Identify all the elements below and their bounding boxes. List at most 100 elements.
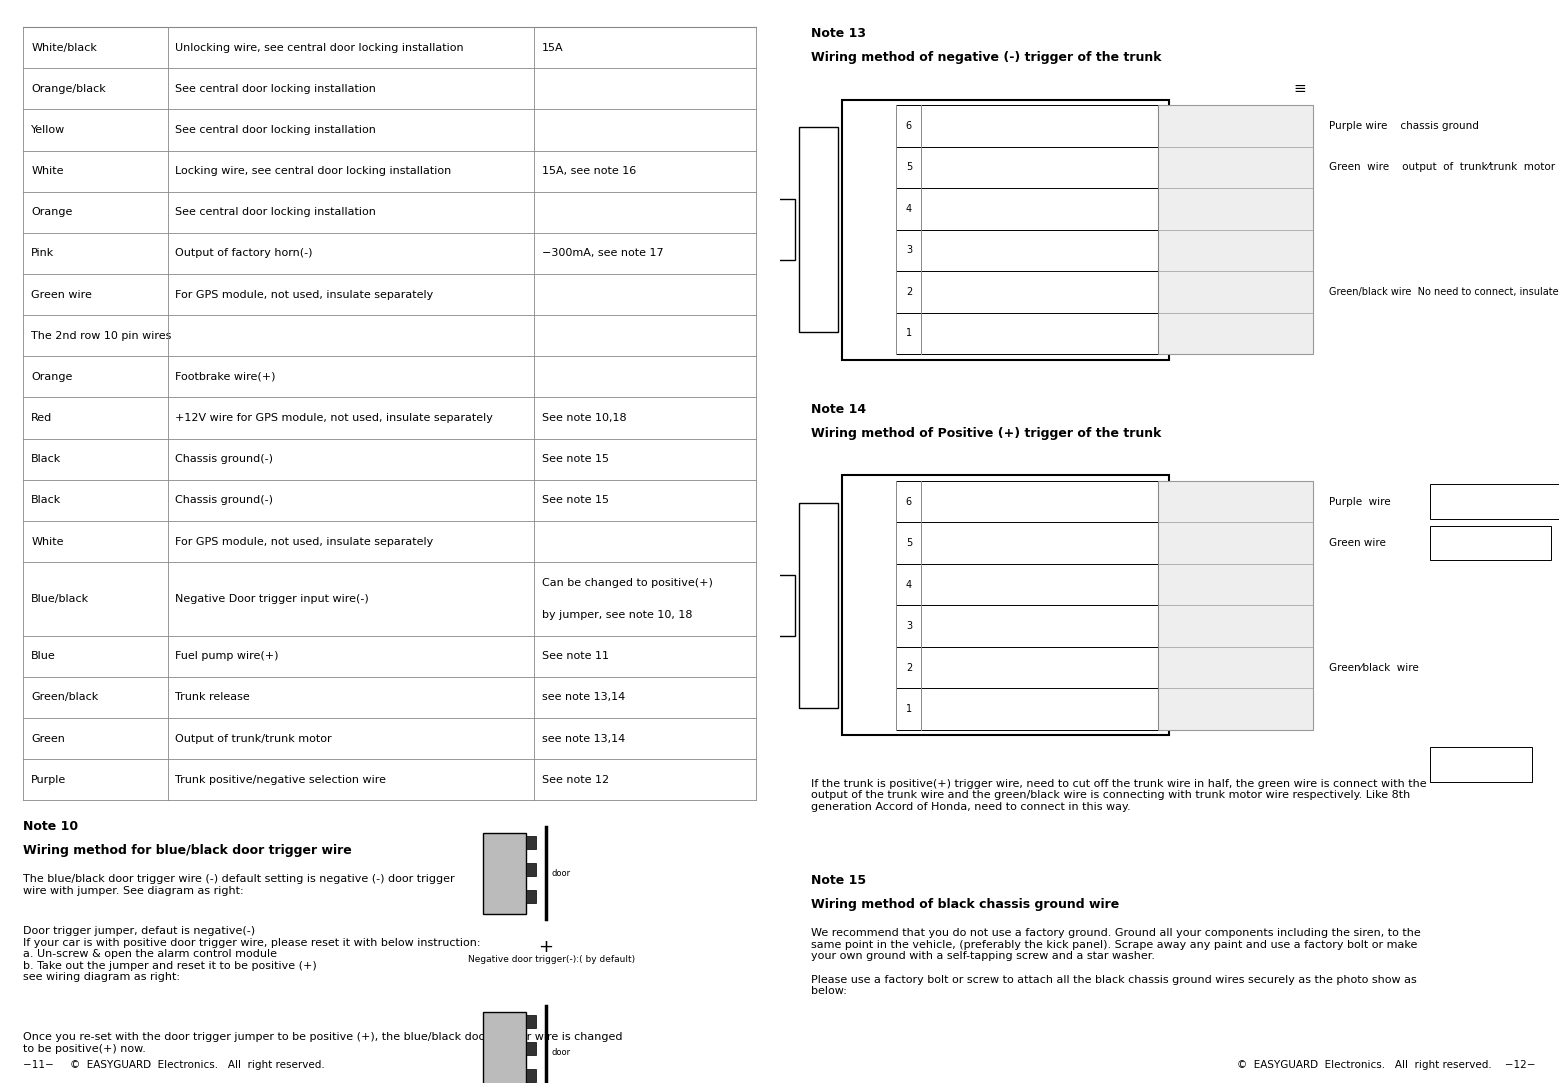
Text: ©  EASYGUARD  Electronics.   All  right reserved.    −12−: © EASYGUARD Electronics. All right reser… bbox=[1238, 1060, 1536, 1070]
Bar bbox=[525, 890, 536, 903]
Text: The blue/black door trigger wire (-) default setting is negative (-) door trigge: The blue/black door trigger wire (-) def… bbox=[23, 874, 455, 896]
Text: Green  wire    output  of  trunk⁄trunk  motor: Green wire output of trunk⁄trunk motor bbox=[1328, 162, 1556, 172]
Text: We recommend that you do not use a factory ground. Ground all your components in: We recommend that you do not use a facto… bbox=[811, 928, 1420, 996]
Bar bbox=[1431, 484, 1559, 519]
Bar bbox=[1157, 105, 1313, 354]
Text: 2: 2 bbox=[906, 287, 912, 297]
Text: Pink: Pink bbox=[31, 248, 55, 259]
Text: Note 10: Note 10 bbox=[23, 820, 78, 833]
Text: Green wire: Green wire bbox=[31, 289, 92, 300]
Text: 4: 4 bbox=[906, 204, 912, 213]
Text: White: White bbox=[31, 166, 64, 177]
Text: Green wire: Green wire bbox=[1328, 538, 1386, 548]
Text: Can be changed to positive(+): Can be changed to positive(+) bbox=[543, 577, 712, 588]
Text: 15A, see note 16: 15A, see note 16 bbox=[543, 166, 636, 177]
Text: Note 14: Note 14 bbox=[811, 403, 865, 416]
Text: See note 15: See note 15 bbox=[543, 495, 608, 506]
Text: see note 13,14: see note 13,14 bbox=[543, 692, 625, 703]
Text: −300mA, see note 17: −300mA, see note 17 bbox=[543, 248, 664, 259]
Text: 1: 1 bbox=[906, 704, 912, 714]
Bar bbox=[1431, 526, 1551, 561]
Bar bbox=[798, 127, 839, 332]
Text: +: + bbox=[538, 938, 553, 956]
Text: Wiring method for blue/black door trigger wire: Wiring method for blue/black door trigge… bbox=[23, 844, 352, 857]
Text: Output  of  the trunk: Output of the trunk bbox=[1444, 538, 1537, 548]
Text: Once you re-set with the door trigger jumper to be positive (+), the blue/black : Once you re-set with the door trigger ju… bbox=[23, 1032, 624, 1054]
Text: White: White bbox=[31, 536, 64, 547]
Text: Green: Green bbox=[31, 733, 65, 744]
Text: trunk motor: trunk motor bbox=[1455, 760, 1508, 769]
Text: Green/black: Green/black bbox=[31, 692, 98, 703]
Text: See note 10,18: See note 10,18 bbox=[543, 413, 627, 423]
Text: door: door bbox=[552, 869, 571, 878]
Text: 2: 2 bbox=[906, 663, 912, 673]
Text: 15A: 15A bbox=[543, 42, 563, 53]
Text: 4: 4 bbox=[906, 579, 912, 589]
Bar bbox=[1431, 747, 1531, 782]
Text: Chassis ground(-): Chassis ground(-) bbox=[175, 454, 273, 465]
Text: Green⁄black  wire: Green⁄black wire bbox=[1328, 663, 1419, 673]
Text: See note 12: See note 12 bbox=[543, 774, 610, 785]
Text: Green/black wire  No need to connect, insulate separately: Green/black wire No need to connect, ins… bbox=[1328, 287, 1559, 297]
Text: Wiring method of negative (-) trigger of the trunk: Wiring method of negative (-) trigger of… bbox=[811, 51, 1161, 64]
Text: 3: 3 bbox=[906, 622, 912, 631]
Text: Orange/black: Orange/black bbox=[31, 83, 106, 94]
Text: Orange: Orange bbox=[31, 371, 73, 382]
Text: 5: 5 bbox=[906, 538, 912, 548]
Bar bbox=[1157, 481, 1313, 730]
Text: Chassis ground(-): Chassis ground(-) bbox=[175, 495, 273, 506]
Text: Blue: Blue bbox=[31, 651, 56, 662]
Bar bbox=[842, 100, 1169, 360]
Text: Purple  wire: Purple wire bbox=[1328, 497, 1391, 507]
Text: For GPS module, not used, insulate separately: For GPS module, not used, insulate separ… bbox=[175, 536, 433, 547]
Text: by jumper, see note 10, 18: by jumper, see note 10, 18 bbox=[543, 610, 692, 621]
Text: see note 13,14: see note 13,14 bbox=[543, 733, 625, 744]
Text: The 2nd row 10 pin wires: The 2nd row 10 pin wires bbox=[31, 330, 171, 341]
Text: See central door locking installation: See central door locking installation bbox=[175, 83, 376, 94]
Text: door: door bbox=[552, 1047, 571, 1057]
Text: ≡: ≡ bbox=[1292, 81, 1305, 96]
Text: Wiring method of black chassis ground wire: Wiring method of black chassis ground wi… bbox=[811, 898, 1119, 911]
Text: See central door locking installation: See central door locking installation bbox=[175, 125, 376, 135]
Bar bbox=[483, 1012, 525, 1083]
Text: Trunk positive/negative selection wire: Trunk positive/negative selection wire bbox=[175, 774, 387, 785]
Bar bbox=[525, 1042, 536, 1055]
Text: Purple wire    chassis ground: Purple wire chassis ground bbox=[1328, 121, 1479, 131]
Text: 3: 3 bbox=[906, 246, 912, 256]
Text: Blue/black: Blue/black bbox=[31, 593, 89, 604]
Text: For GPS module, not used, insulate separately: For GPS module, not used, insulate separ… bbox=[175, 289, 433, 300]
Text: 6: 6 bbox=[906, 497, 912, 507]
Text: Wiring method of Positive (+) trigger of the trunk: Wiring method of Positive (+) trigger of… bbox=[811, 427, 1161, 440]
Text: Black: Black bbox=[31, 495, 61, 506]
Text: Note 15: Note 15 bbox=[811, 874, 865, 887]
Text: Unlocking wire, see central door locking installation: Unlocking wire, see central door locking… bbox=[175, 42, 465, 53]
Text: See note 11: See note 11 bbox=[543, 651, 608, 662]
Text: Purple: Purple bbox=[31, 774, 67, 785]
Bar bbox=[767, 575, 795, 636]
Text: Locking wire, see central door locking installation: Locking wire, see central door locking i… bbox=[175, 166, 452, 177]
Text: Red: Red bbox=[31, 413, 53, 423]
Text: Output of trunk/trunk motor: Output of trunk/trunk motor bbox=[175, 733, 332, 744]
Bar bbox=[798, 503, 839, 708]
Text: See central door locking installation: See central door locking installation bbox=[175, 207, 376, 218]
Bar bbox=[525, 1015, 536, 1028]
Text: Door trigger jumper, defaut is negative(-)
If your car is with positive door tri: Door trigger jumper, defaut is negative(… bbox=[23, 926, 480, 982]
Text: Note 13: Note 13 bbox=[811, 27, 865, 40]
Text: Yellow: Yellow bbox=[31, 125, 65, 135]
Text: If the trunk is positive(+) trigger wire, need to cut off the trunk wire in half: If the trunk is positive(+) trigger wire… bbox=[811, 779, 1426, 812]
Text: White/black: White/black bbox=[31, 42, 97, 53]
Text: Footbrake wire(+): Footbrake wire(+) bbox=[175, 371, 276, 382]
Bar bbox=[842, 475, 1169, 735]
Text: 1: 1 bbox=[906, 328, 912, 338]
Bar bbox=[483, 833, 525, 914]
Text: 6: 6 bbox=[906, 121, 912, 131]
Text: See note 15: See note 15 bbox=[543, 454, 608, 465]
Bar bbox=[525, 1069, 536, 1082]
Text: Trunk release: Trunk release bbox=[175, 692, 249, 703]
Bar bbox=[767, 199, 795, 260]
Text: Negative Door trigger input wire(-): Negative Door trigger input wire(-) bbox=[175, 593, 369, 604]
Text: Fuel pump wire(+): Fuel pump wire(+) bbox=[175, 651, 279, 662]
Text: −11−     ©  EASYGUARD  Electronics.   All  right reserved.: −11− © EASYGUARD Electronics. All right … bbox=[23, 1060, 326, 1070]
Text: Negative door trigger(-):( by default): Negative door trigger(-):( by default) bbox=[468, 955, 635, 964]
Text: Black: Black bbox=[31, 454, 61, 465]
